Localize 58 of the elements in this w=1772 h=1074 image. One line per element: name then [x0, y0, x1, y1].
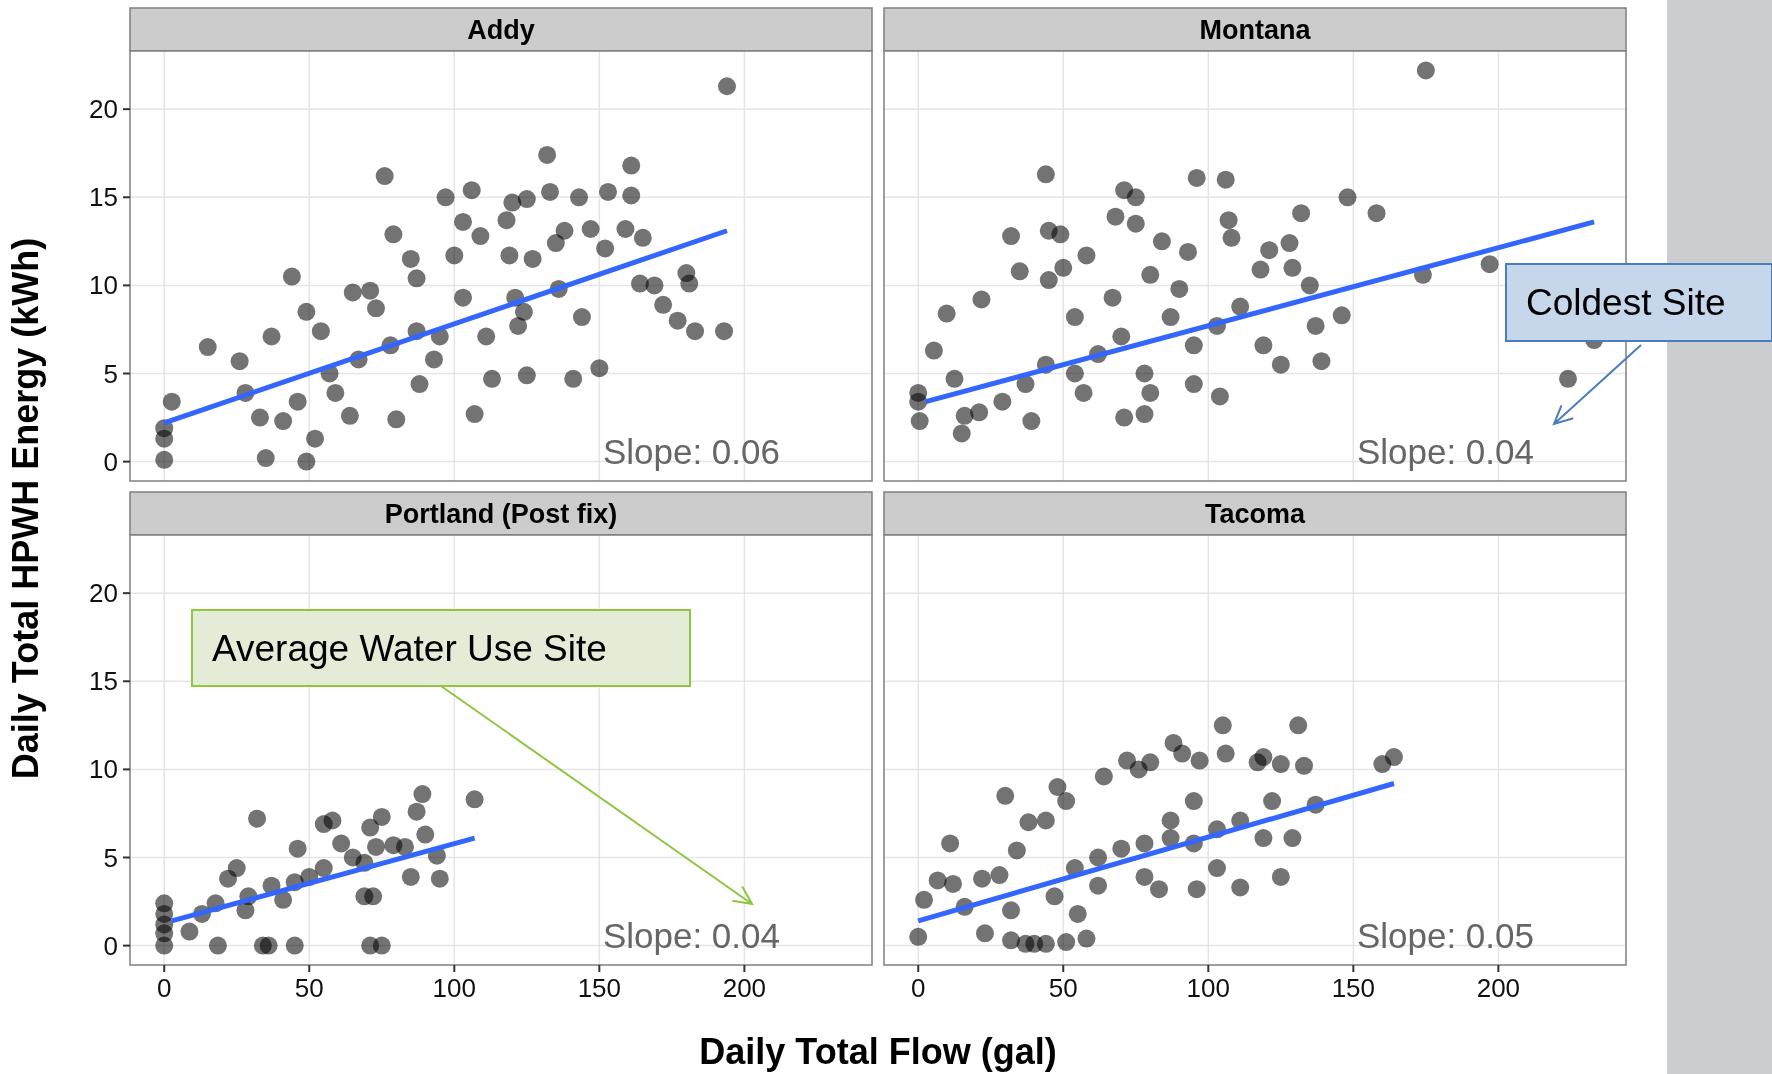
annotation: Coldest Site: [1526, 282, 1726, 324]
point: [274, 890, 293, 909]
point: [236, 901, 255, 920]
point: [227, 859, 246, 878]
x-tick-label: 150: [577, 973, 622, 1003]
x-tick-label: 200: [722, 973, 767, 1003]
x-tick-label: 0: [156, 973, 172, 1003]
y-axis-title: Daily Total HPWH Energy (kWh): [5, 237, 46, 780]
x-tick-label: 100: [1186, 973, 1230, 1003]
point: [343, 848, 362, 867]
y-tick-label: 20: [89, 94, 118, 125]
point: [323, 811, 342, 830]
point: [465, 790, 484, 809]
y-tick-label: 0: [103, 446, 118, 477]
x-tick-label: 50: [294, 973, 324, 1003]
annotation: Slope: 0.05: [1356, 916, 1534, 955]
point: [395, 837, 414, 856]
point: [364, 887, 383, 906]
point: [180, 922, 199, 941]
point: [407, 802, 426, 821]
y-tick-label: 20: [89, 578, 118, 609]
chart-title: Tacoma: [1204, 498, 1306, 529]
chart-title: Addy: [467, 14, 535, 45]
annotation: Slope: 0.04: [602, 916, 780, 955]
point: [285, 936, 304, 955]
point: [372, 936, 391, 955]
point: [361, 818, 380, 837]
chart-title: Montana: [1199, 14, 1312, 45]
point: [208, 936, 227, 955]
point: [288, 839, 307, 858]
y-tick-label: 15: [89, 666, 118, 697]
point: [314, 859, 333, 878]
y-tick-label: 10: [89, 270, 118, 301]
x-axis-title: Daily Total Flow (gal): [699, 1031, 1057, 1072]
point: [248, 809, 267, 828]
annotation: Slope: 0.04: [1356, 432, 1534, 471]
x-tick-label: 150: [1331, 973, 1376, 1003]
x-tick-label: 0: [910, 973, 926, 1003]
point: [372, 807, 391, 826]
y-tick-label: 0: [103, 930, 118, 961]
point: [413, 785, 432, 804]
y-tick-label: 15: [89, 182, 118, 213]
x-tick-label: 100: [432, 973, 476, 1003]
x-tick-label: 200: [1476, 973, 1521, 1003]
chart-title: Portland (Post fix): [384, 498, 618, 529]
point: [430, 869, 449, 888]
annotation: Average Water Use Site: [212, 627, 607, 669]
point: [259, 936, 278, 955]
x-tick-label: 50: [1048, 973, 1078, 1003]
point: [155, 894, 174, 913]
point: [401, 867, 420, 886]
y-tick-label: 5: [103, 358, 118, 389]
annotation: Slope: 0.06: [602, 432, 780, 471]
y-tick-label: 5: [103, 842, 118, 873]
point: [332, 834, 351, 853]
point: [366, 837, 385, 856]
point: [416, 825, 435, 844]
y-tick-label: 10: [89, 754, 118, 785]
